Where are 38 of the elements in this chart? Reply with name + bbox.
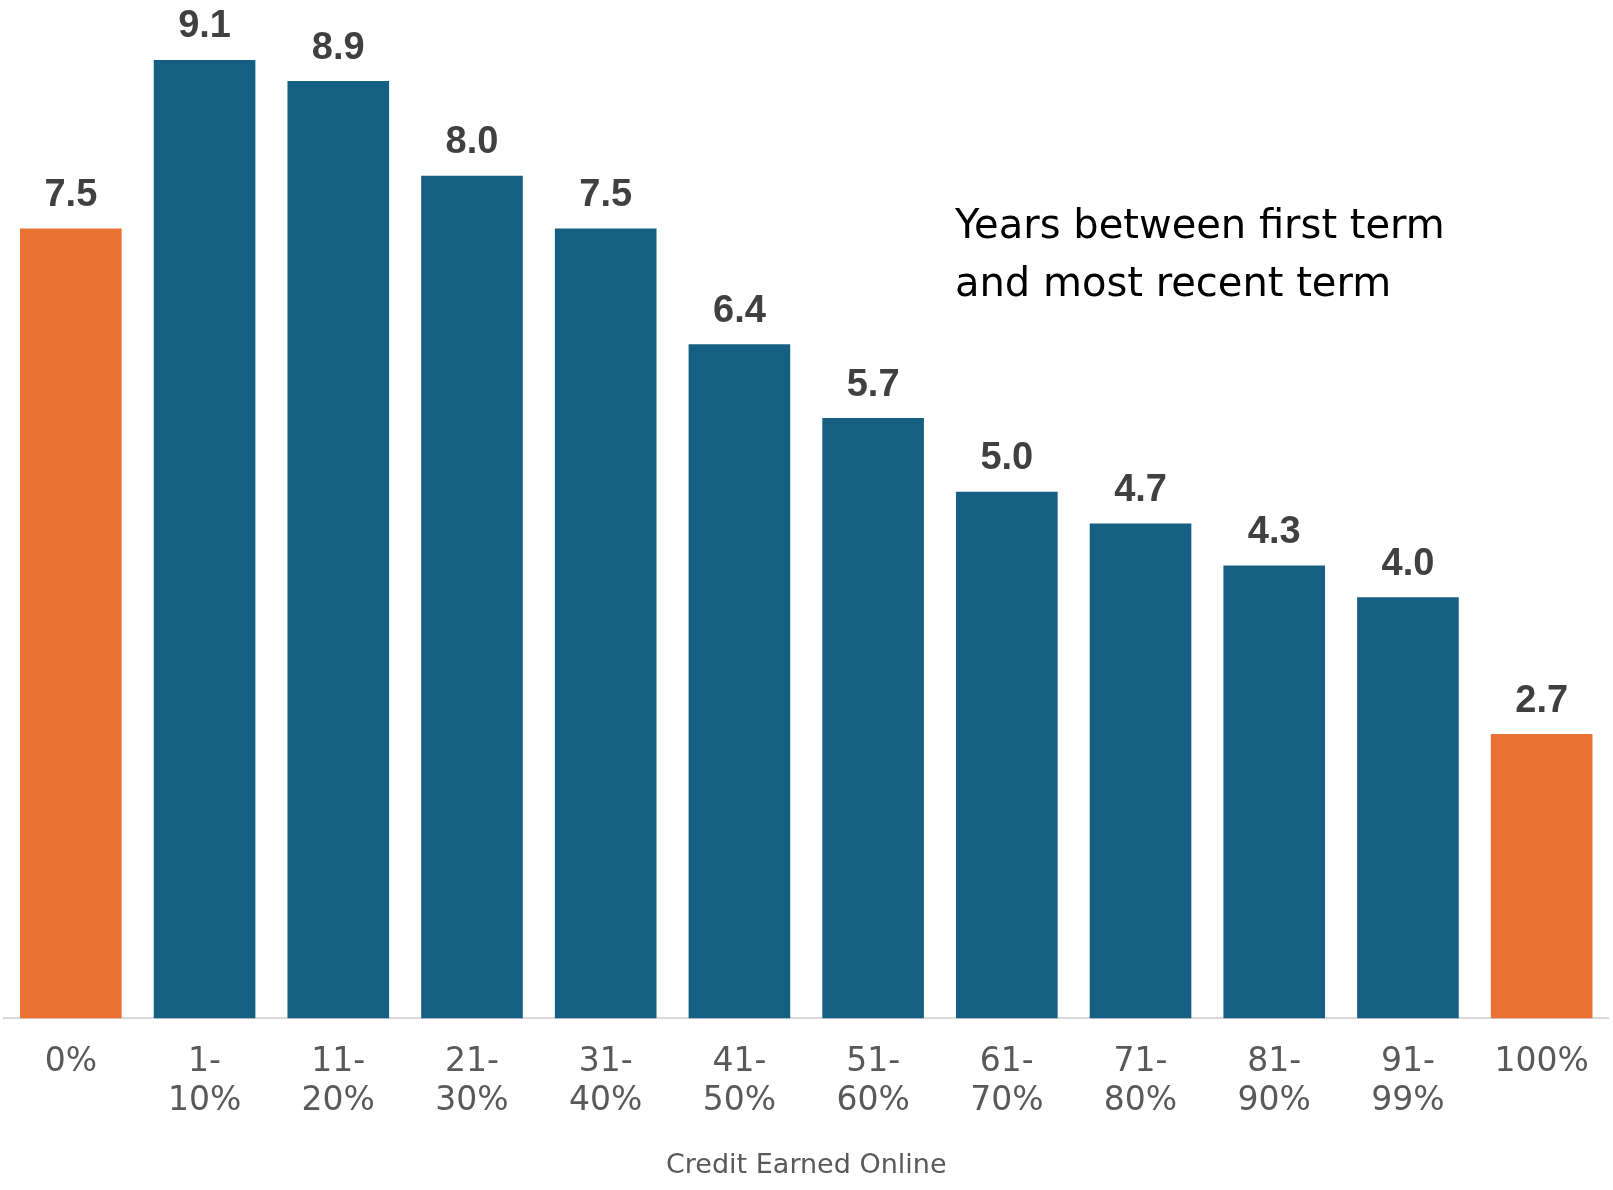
x-tick-label: 91-99% (1371, 1039, 1445, 1119)
x-tick-label: 11-20% (301, 1039, 375, 1119)
x-tick-label: 1-10% (167, 1039, 242, 1119)
data-label: 7.5 (579, 171, 633, 214)
x-tick-label: 41-50% (702, 1039, 777, 1119)
data-label: 9.1 (178, 3, 231, 46)
bar (956, 491, 1058, 1019)
bar (421, 175, 523, 1019)
data-label: 6.4 (712, 287, 766, 330)
data-label: 4.7 (1114, 466, 1167, 509)
data-label: 4.3 (1247, 509, 1301, 552)
bar (20, 228, 122, 1019)
data-label: 5.0 (980, 435, 1034, 478)
bar (1357, 597, 1459, 1019)
data-label: 8.0 (445, 119, 499, 162)
annotation: Years between first term and most recent term (954, 201, 1445, 305)
x-axis-title: Credit Earned Online (665, 1147, 947, 1179)
bar (822, 418, 924, 1019)
bar (1223, 565, 1326, 1019)
data-label: 7.5 (44, 171, 98, 214)
data-label: 5.7 (846, 361, 900, 404)
data-label: 8.9 (311, 24, 365, 67)
x-tick-label: 81-90% (1237, 1039, 1311, 1119)
bar (153, 60, 256, 1019)
x-tick-label: 21-30% (435, 1039, 509, 1119)
x-tick-label: 51-60% (836, 1039, 910, 1119)
data-label: 2.7 (1515, 677, 1569, 720)
x-tick-label: 0% (44, 1039, 98, 1079)
bar (1089, 523, 1192, 1019)
x-tick-label: 61-70% (970, 1039, 1044, 1119)
bar (688, 344, 791, 1019)
x-tick-label: 71-80% (1103, 1039, 1178, 1119)
bar (1490, 734, 1593, 1019)
x-tick-label: 100% (1494, 1039, 1589, 1079)
x-tick-label: 31-40% (569, 1039, 643, 1119)
bar (287, 81, 390, 1019)
data-label: 4.0 (1381, 540, 1435, 583)
bar (554, 228, 657, 1019)
